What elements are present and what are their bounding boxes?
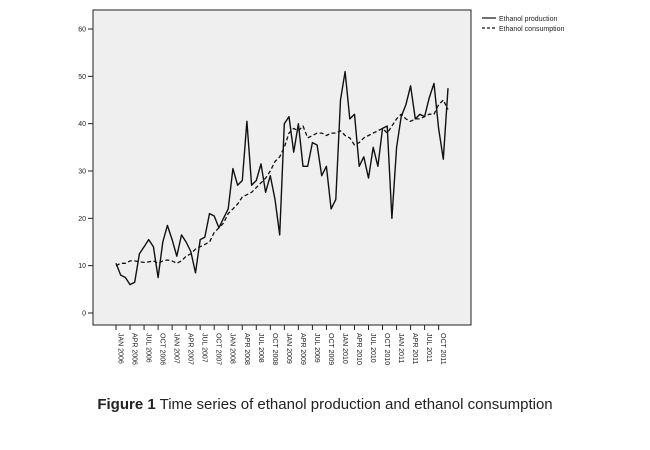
x-tick-label: JAN 2006: [117, 333, 124, 364]
x-tick-label: APR 2007: [187, 333, 194, 365]
x-tick-label: JAN 2008: [229, 333, 236, 364]
y-tick-label: 30: [78, 169, 86, 176]
y-tick-label: 20: [78, 216, 86, 223]
y-tick-label: 60: [78, 27, 86, 34]
x-tick-label: JUL 2011: [425, 333, 432, 362]
legend-label-production: Ethanol production: [499, 16, 557, 23]
x-tick-label: JUL 2008: [257, 333, 264, 363]
y-tick-label: 0: [82, 311, 86, 318]
x-tick-label: JUL 2010: [369, 333, 376, 363]
figure-caption: Figure 1 Time series of ethanol producti…: [0, 396, 650, 413]
x-axis: JAN 2006 APR 2006 JUL 2006 OCT 2006 JAN 2007…: [115, 325, 446, 365]
x-tick-label: JAN 2007: [173, 333, 180, 364]
x-tick-label: JAN 2010: [341, 333, 348, 364]
x-tick-label: APR 2006: [131, 333, 138, 365]
x-tick-label: OCT 2006: [159, 333, 166, 365]
x-tick-label: OCT 2010: [383, 333, 390, 365]
x-tick-label: JUL 2006: [145, 333, 152, 363]
y-tick-label: 50: [78, 74, 86, 81]
x-tick-label: JUL 2007: [201, 333, 208, 363]
series-line-production: [115, 70, 449, 286]
figure-caption-label: Figure 1: [97, 396, 156, 413]
x-tick-label: OCT 2008: [271, 333, 278, 365]
legend-label-consumption: Ethanol consumption: [499, 26, 564, 33]
x-tick-label: OCT 2011: [439, 333, 446, 365]
x-tick-label: JAN 2009: [285, 333, 292, 364]
y-tick-label: 10: [78, 263, 86, 270]
x-tick-label: APR 2008: [243, 333, 250, 365]
x-tick-label: APR 2009: [299, 333, 306, 365]
y-axis: 0 10 20 30 40 50 60: [78, 27, 93, 318]
x-tick-label: OCT 2009: [327, 333, 334, 365]
y-tick-label: 40: [78, 121, 86, 128]
x-tick-label: APR 2010: [355, 333, 362, 365]
x-tick-label: JUL 2009: [313, 333, 320, 363]
series-lines: [115, 70, 449, 286]
x-tick-label: APR 2011: [411, 333, 418, 364]
figure-caption-text: Time series of ethanol production and et…: [159, 396, 553, 413]
x-tick-label: JAN 2011: [397, 333, 404, 363]
x-tick-label: OCT 2007: [215, 333, 222, 365]
legend: Ethanol production Ethanol consumption: [482, 16, 564, 33]
series-line-consumption: [115, 99, 449, 267]
